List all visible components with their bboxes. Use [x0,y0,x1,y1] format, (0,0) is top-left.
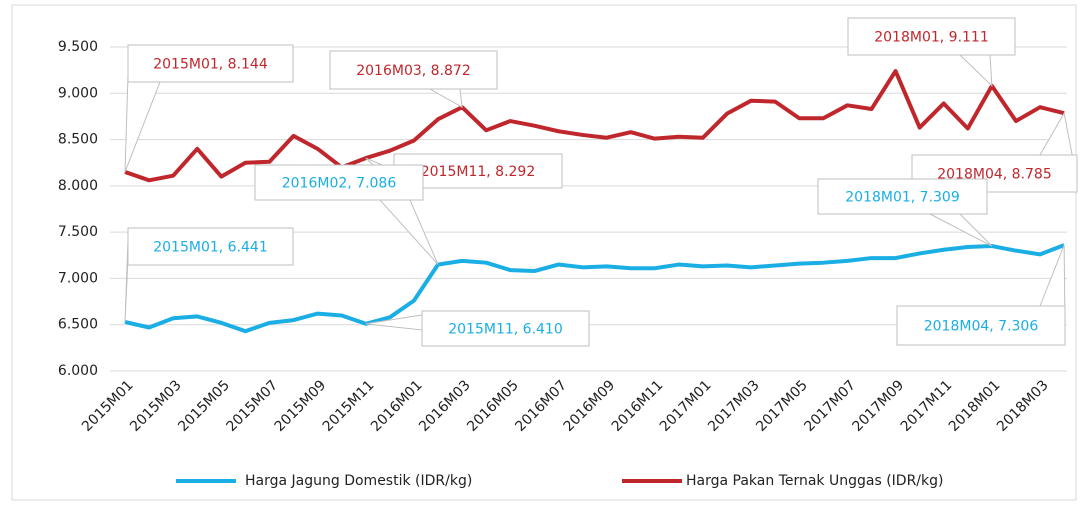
x-tick-label: 2017M07 [801,377,859,435]
callout-box [896,305,1066,346]
series-line [124,69,1065,183]
x-tick-label: 2015M07 [223,377,281,435]
x-tick-label: 2015M05 [175,377,233,435]
callout-box [127,227,294,266]
y-tick-label: 9.000 [58,85,98,101]
callout-box [421,310,590,347]
x-tick-label: 2018M03 [994,377,1052,435]
callout-box [817,178,988,215]
x-tick-label: 2017M03 [705,377,763,435]
callout-pointer [428,88,463,109]
x-tick-label: 2015M09 [272,377,330,435]
x-tick-label: 2016M01 [368,377,426,435]
callout-pointer [958,54,993,88]
x-tick-label: 2016M09 [561,377,619,435]
x-tick-label: 2016M03 [416,377,474,435]
x-tick-label: 2015M11 [320,377,378,435]
x-tick-label: 2018M01 [946,377,1004,435]
legend-label: Harga Pakan Ternak Unggas (IDR/kg) [686,473,943,489]
callout-box [254,164,424,201]
x-tick-label: 2017M11 [898,377,956,435]
y-tick-label: 6.000 [58,363,98,379]
callout-pointer [929,213,993,247]
y-tick-label: 8.500 [58,132,98,148]
callout-label: 2015M11, 6.410 [448,322,563,338]
x-tick-label: 2016M07 [512,377,570,435]
legend-label: Harga Jagung Domestik (IDR/kg) [245,473,472,489]
y-tick-label: 8.000 [58,178,98,194]
callout-label: 2018M01, 7.309 [845,190,960,206]
callout-pointer [124,74,161,173]
callout-box [127,44,294,83]
callout-label: 2018M01, 9.111 [874,30,989,46]
x-tick-label: 2016M11 [609,377,667,435]
callout-label: 2015M11, 8.292 [421,164,536,180]
callout-label: 2015M01, 6.441 [153,240,268,256]
y-tick-label: 7.000 [58,270,98,286]
series-line [124,243,1065,334]
x-tick-label: 2017M05 [753,377,811,435]
x-tick-label: 2016M05 [464,377,522,435]
x-tick-label: 2015M01 [79,377,137,435]
chart-border [11,4,1077,501]
callout-label: 2018M04, 7.306 [924,319,1039,335]
callout-label: 2016M03, 8.872 [356,63,471,79]
y-tick-label: 6.500 [58,317,98,333]
y-tick-label: 7.500 [58,224,98,240]
y-tick-label: 9.500 [58,39,98,55]
callout-label: 2016M02, 7.086 [282,176,397,192]
x-tick-label: 2017M09 [850,377,908,435]
callout-pointer [365,314,423,331]
callout-box [329,50,498,90]
callout-box [847,17,1016,56]
callout-label: 2015M01, 8.144 [153,57,268,73]
x-tick-label: 2017M01 [657,377,715,435]
x-tick-label: 2015M03 [127,377,185,435]
